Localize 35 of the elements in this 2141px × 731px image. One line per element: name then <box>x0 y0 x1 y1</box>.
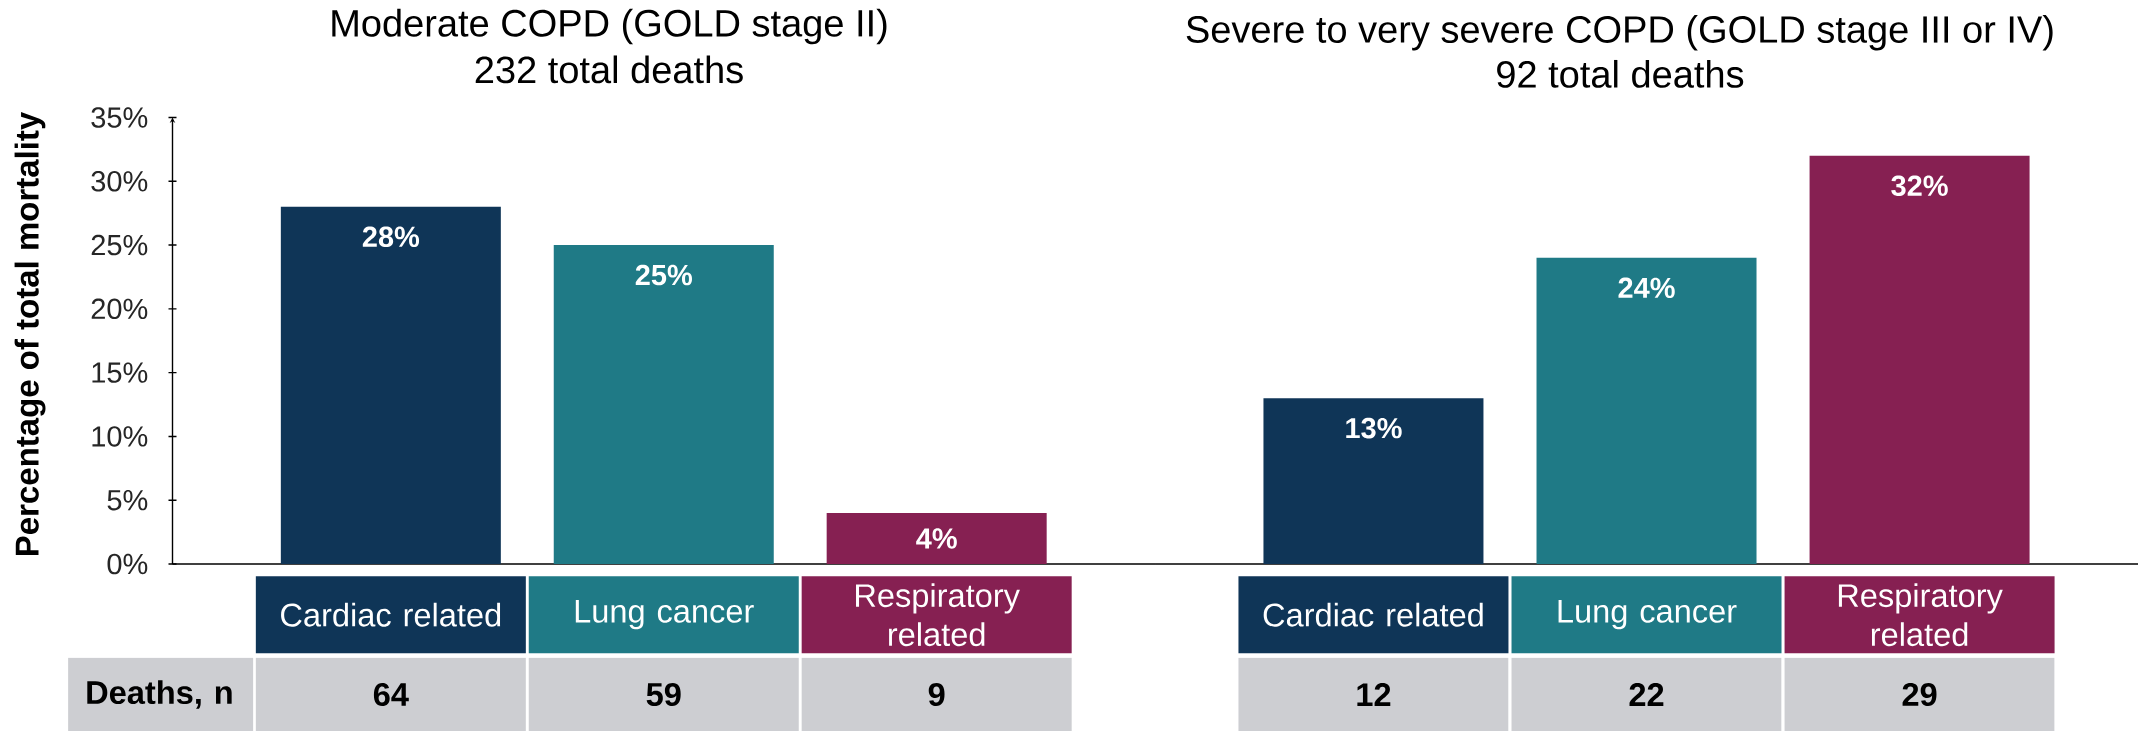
x-tick-label: Lung cancer <box>575 600 754 630</box>
chart-subtitle: 232 total deaths <box>475 55 743 84</box>
text: 59 <box>646 682 681 707</box>
text: 29 <box>1902 682 1937 707</box>
bar <box>826 512 1047 564</box>
y-tick-label: 0% <box>107 553 148 575</box>
data-label: 32% <box>1891 175 1948 197</box>
chart-title: Severe to very severe COPD (GOLD stage III or IV) <box>1186 15 2053 51</box>
x-tick-label: Cardiac related <box>1263 602 1483 627</box>
y-tick-label: 10% <box>92 426 148 447</box>
y-tick-label: 5% <box>107 490 148 511</box>
text: 22 <box>1629 683 1664 706</box>
y-axis-title: Percentage of total mortality <box>14 111 46 556</box>
text: 12 <box>1357 683 1391 706</box>
data-label: 25% <box>635 264 692 286</box>
data-label: 24% <box>1618 277 1675 299</box>
data-label: 13% <box>1346 417 1402 439</box>
y-tick-label: 20% <box>91 298 148 320</box>
bar <box>553 245 774 564</box>
data-label: 4% <box>916 528 957 549</box>
y-tick-label: 35% <box>91 107 148 128</box>
x-tick-label: Lung cancer <box>1558 600 1737 630</box>
y-tick-label: 15% <box>92 362 148 383</box>
text: Deaths, n <box>87 680 232 709</box>
chart-title: Moderate COPD (GOLD stage II) <box>332 8 887 45</box>
text: 64 <box>373 682 409 707</box>
x-tick-label: Respiratory related <box>856 583 1020 647</box>
data-label: 28% <box>362 226 420 248</box>
text: 9 <box>928 682 945 707</box>
x-tick-label: Respiratory related <box>1838 583 2003 647</box>
chart-subtitle: 92 total deaths <box>1497 59 1744 88</box>
y-tick-label: 30% <box>91 171 148 192</box>
bar <box>280 206 501 564</box>
y-tick-label: 25% <box>91 234 148 256</box>
x-tick-label: Cardiac related <box>281 602 501 627</box>
